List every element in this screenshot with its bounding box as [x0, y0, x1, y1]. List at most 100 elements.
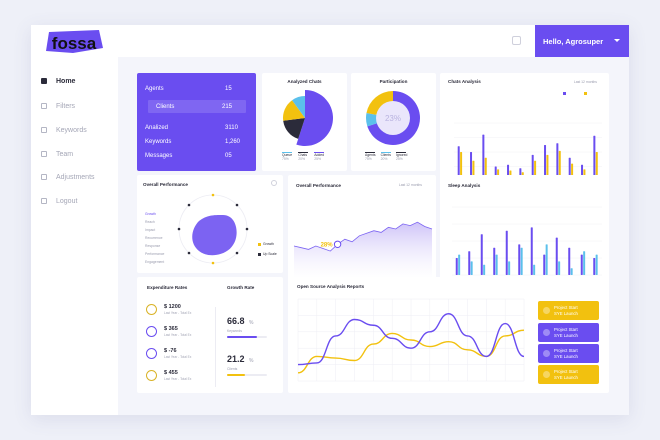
sleep-bar — [530, 227, 533, 275]
sleep-bar — [508, 261, 511, 275]
expenditure-title: Expenditure Rates — [147, 285, 188, 290]
sleep-analysis-card: Sleep Analysis — [440, 175, 609, 295]
radar-dot — [235, 203, 239, 207]
sidebar-item-label: Team — [56, 150, 74, 158]
project-icon — [543, 350, 550, 357]
area-line — [293, 221, 433, 252]
pie-slice — [296, 90, 333, 146]
analyzed-chats-legend: Queue 75% Chats 20% Added 25% — [282, 152, 325, 161]
expenditure-row[interactable]: $ 455 Last Year - Total Ex — [146, 369, 191, 382]
sidebar-item-logout[interactable]: Logout — [41, 195, 77, 207]
card-title: Chats Analysis — [448, 79, 481, 84]
growth-item-clients: 21.2 % Clients — [227, 349, 267, 376]
radar-dot — [187, 251, 191, 255]
growth-progress-track — [227, 374, 267, 376]
chats-bar — [470, 152, 473, 181]
project-icon — [543, 307, 550, 314]
card-title: Analyzed Chats — [287, 79, 322, 84]
project-start-button[interactable]: Project Start SYE Launch — [538, 323, 599, 342]
user-menu-button[interactable]: Hello, Agrosuper — [535, 25, 629, 57]
donut-hole — [376, 101, 410, 135]
legend-label: Queue — [282, 153, 293, 157]
growth-progress-fill — [227, 374, 245, 376]
expenditure-row[interactable]: $ 365 Last Year - Total Ex — [146, 325, 191, 338]
participation-card: Participation 23% Agents 75% Clients 20% I… — [351, 73, 436, 171]
project-start-button[interactable]: Project Start SYE Launch — [538, 301, 599, 320]
expenditure-ring-icon — [146, 304, 157, 315]
fossa-logo[interactable]: fossa — [43, 28, 105, 55]
legend-swatch — [298, 152, 309, 153]
chats-bar — [460, 152, 463, 181]
chats-bar — [593, 135, 596, 181]
sidebar-item-home[interactable]: Home — [41, 75, 75, 87]
radar-shape — [192, 215, 237, 256]
expenditure-row[interactable]: $ 1200 Last Year - Total Ex — [146, 303, 191, 316]
stat-row-agents[interactable]: Agents 15 — [145, 82, 249, 95]
performance-callout: 28% — [321, 242, 334, 248]
stat-value: 3110 — [225, 124, 238, 131]
expenditure-value: $ 365 — [164, 326, 178, 332]
sidebar-item-label: Home — [56, 77, 76, 85]
settings-icon[interactable] — [271, 180, 277, 186]
radar-dot — [187, 203, 191, 207]
participation-donut: 23% — [366, 91, 420, 145]
expenditure-ring-icon — [146, 326, 157, 337]
expenditure-sub: Last Year - Total Ex — [164, 311, 192, 315]
sidebar-item-label: Logout — [56, 197, 78, 205]
analyzed-chats-card: Analyzed Chats Queue 75% Chats 20% Added 25… — [262, 73, 347, 171]
legend-label: Ignored — [395, 153, 408, 157]
legend-swatch — [365, 152, 375, 153]
legend-swatch — [563, 92, 566, 95]
divider — [215, 307, 216, 387]
chats-analysis-card: Chats Analysis Last 12 months — [440, 73, 609, 189]
sleep-bar — [558, 261, 561, 275]
expenditure-sub: Last Year - Total Ex — [164, 377, 192, 381]
project-sublabel: SYE Launch — [554, 310, 578, 316]
legend-label: Up Scale — [263, 252, 277, 256]
sidebar-item-adjustments[interactable]: Adjustments — [41, 171, 95, 183]
sleep-bar — [495, 254, 498, 275]
chevron-down-icon — [614, 39, 620, 42]
project-label: Project Start — [554, 327, 578, 333]
sidebar-item-filters[interactable]: Filters — [41, 100, 75, 112]
expenditure-value: $ -76 — [164, 348, 177, 354]
sidebar-item-label: Keywords — [56, 126, 87, 134]
axis-label: Performance — [145, 252, 165, 256]
sleep-bar — [533, 264, 536, 275]
chats-bar — [595, 152, 598, 181]
series-line — [297, 313, 525, 366]
sidebar-item-keywords[interactable]: Keywords — [41, 124, 87, 136]
stat-row-messages[interactable]: Messages 05 — [145, 149, 249, 162]
highlight-point — [333, 240, 342, 249]
sidebar: Home Filters Keywords Team Adjustments L… — [31, 57, 118, 415]
project-start-button[interactable]: Project Start SYE Launch — [538, 365, 599, 384]
stat-row-clients[interactable]: Clients 215 — [148, 100, 246, 113]
expenditure-row[interactable]: $ -76 Last Year - Total Ex — [146, 347, 191, 360]
logout-icon — [41, 198, 47, 204]
growth-unit: % — [248, 358, 254, 364]
stats-card: Agents 15 Clients 215 Analized 3110 Keyw… — [137, 73, 256, 171]
project-start-button[interactable]: Project Start SYE Launch — [538, 344, 599, 363]
sidebar-item-team[interactable]: Team — [41, 148, 73, 160]
chats-bar — [457, 146, 460, 181]
sidebar-item-label: Filters — [56, 102, 76, 110]
stat-row-analized[interactable]: Analized 3110 — [145, 121, 249, 134]
sleep-bar — [458, 254, 461, 275]
legend-value: 20% — [380, 157, 388, 161]
stat-row-keywords[interactable]: Keywords 1,260 — [145, 135, 249, 148]
radar-dot — [211, 193, 215, 197]
grid-icon[interactable] — [512, 36, 521, 45]
expenditure-sub: Last Year - Total Ex — [164, 333, 192, 337]
project-label: Project Start — [554, 305, 578, 311]
growth-title: Growth Rate — [227, 285, 255, 290]
project-sublabel: SYE Launch — [554, 353, 578, 359]
pie-slice — [283, 118, 305, 139]
sleep-bar — [595, 254, 598, 275]
axis-label: Recurrence — [145, 236, 163, 240]
legend-item: Chats 20% — [298, 152, 309, 161]
legend-item: Added 25% — [314, 152, 325, 161]
axis-label: Growth — [145, 212, 156, 216]
legend-swatch — [282, 152, 292, 153]
adjustments-icon — [41, 174, 47, 180]
stat-label: Messages — [145, 152, 173, 159]
